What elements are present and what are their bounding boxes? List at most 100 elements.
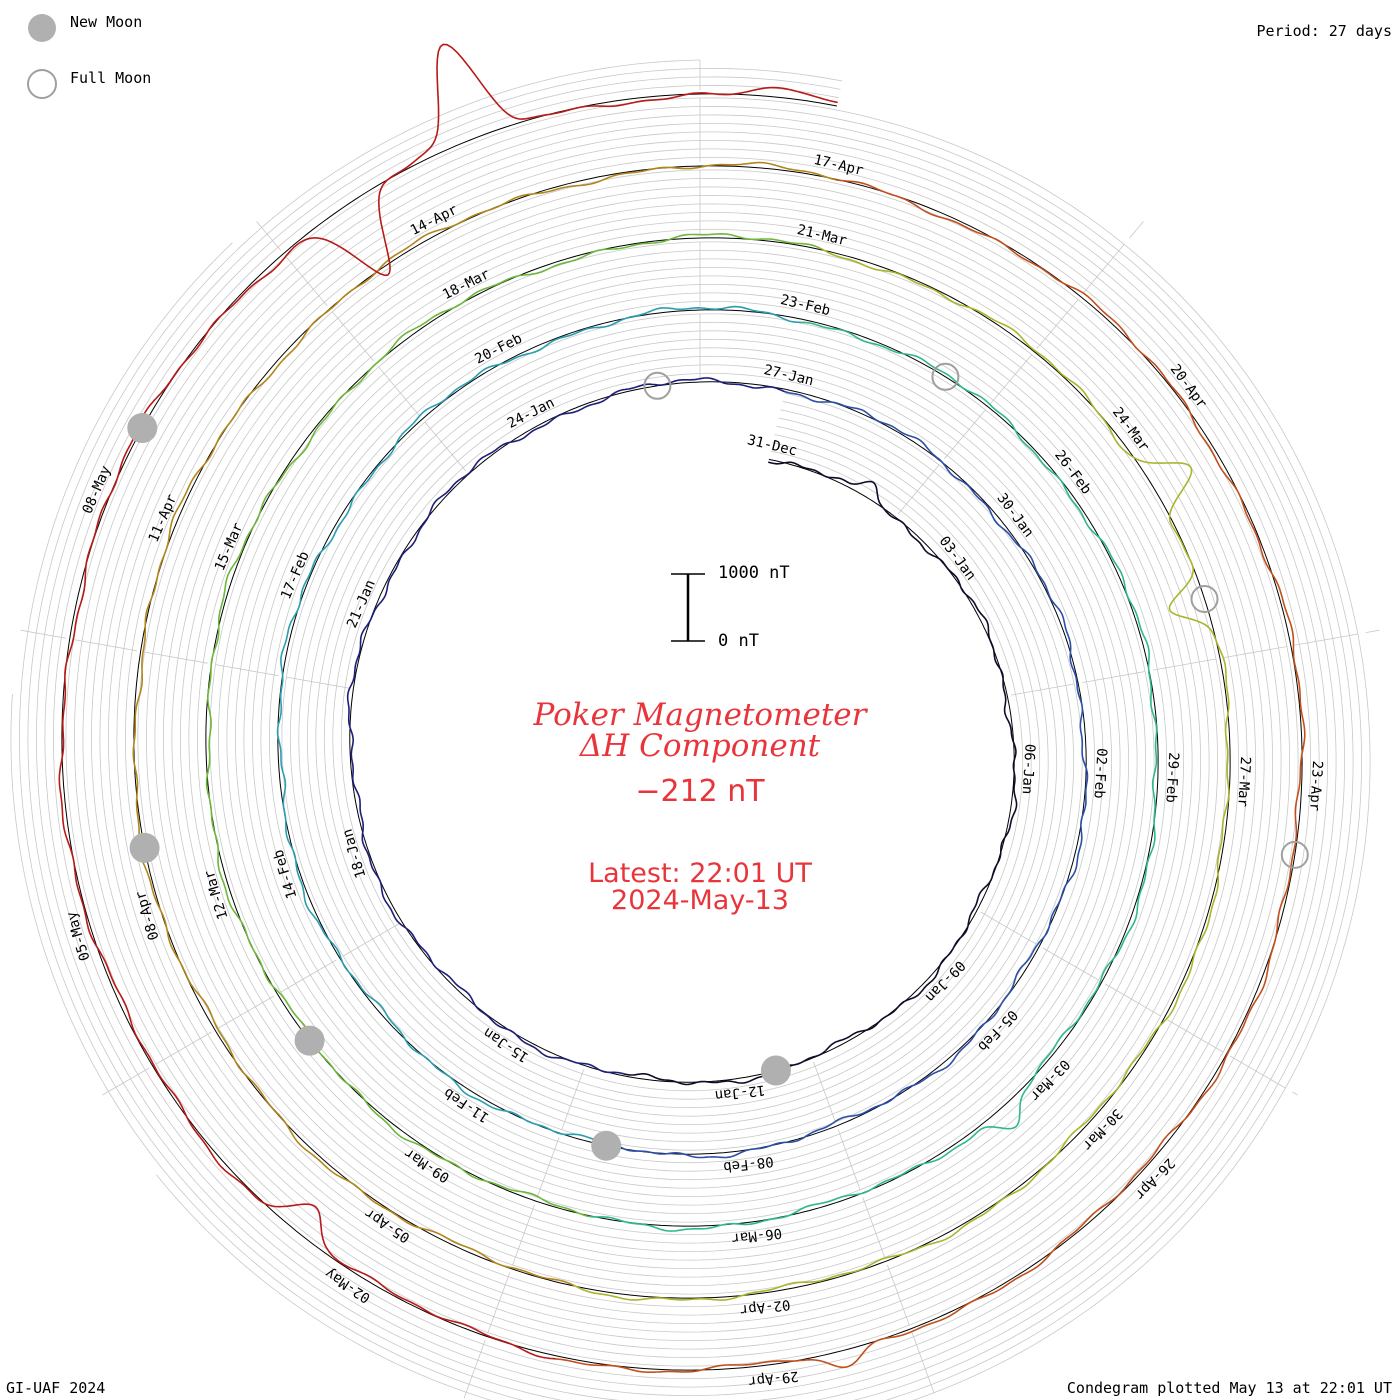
grid-radial-tick [218,995,275,1029]
date-label: 11-Feb [441,1084,492,1125]
trace-segment [276,528,338,784]
new-moon-icon [127,413,158,443]
grid-radial-tick [1036,299,1079,349]
current-value: −212 nT [635,774,765,809]
grid-radial-tick [887,1264,910,1326]
grid-radial-tick [144,651,208,664]
scale-bottom-label: 0 nT [718,631,759,651]
scale-top-label: 1000 nT [718,563,790,583]
grid-radial-tick [1292,1091,1298,1096]
grid-spiral-line [73,105,1363,1400]
trace-segment [555,1320,939,1373]
grid-spiral-line [44,76,1320,1388]
trace-segment [276,1112,574,1286]
trace-segment [282,783,390,1019]
date-label: 08-Feb [722,1153,774,1175]
trace-segment [985,503,1084,720]
grid-radial-tick [862,1197,886,1258]
full-moon-icon [643,371,672,400]
grid-radial-tick [256,221,282,251]
date-label: 27-Mar [1234,756,1253,807]
period-label: Period: 27 days [1256,22,1392,40]
trace-segment [132,452,213,797]
magnetometer-traces [58,43,1306,1373]
trace-segment [60,802,220,1165]
grid-spiral-line [18,122,1346,1400]
trace-segment [938,1067,1223,1322]
trace-segment [835,178,1153,363]
latest-date: 2024-May-13 [611,885,789,916]
trace-segment [623,1050,827,1086]
grid-radial-tick [536,1137,560,1198]
trace-segment [969,724,1018,916]
scale-bar [671,573,705,642]
trace-segment [1151,361,1302,702]
trace-segment [825,914,972,1052]
chart-title: Poker Magnetometer [533,697,867,733]
new-moon-icon [129,832,160,863]
grid-radial-tick [1223,646,1287,658]
trace-segment [1221,700,1306,1069]
plotted-timestamp: Condegram plotted May 13 at 22:01 UT [1066,1379,1392,1397]
date-label: 26-Feb [1051,447,1094,497]
grid-radial-tick [487,1272,511,1333]
date-label: 12-Jan [714,1081,766,1103]
grid-radial-tick [331,311,374,362]
date-label: 02-Apr [739,1296,791,1318]
grid-radial-tick [980,911,1037,945]
trace-segment [144,123,440,413]
grid-spiral-line [52,84,1312,1379]
date-label: 23-Apr [1306,760,1325,811]
grid-radial-tick [1129,221,1144,239]
grid-radial-tick [1229,1055,1286,1089]
date-label: 05-May [64,909,94,962]
grid-radial-tick [561,1069,585,1130]
grid-radial-tick [286,676,350,689]
grid-radial-tick [1011,683,1075,696]
trace-segment [801,321,1040,460]
grid-radial-tick [378,366,421,417]
trace-segment [217,1163,556,1360]
grid-radial-tick [813,1061,836,1123]
full-moon-legend-icon [27,69,57,99]
grid-radial-tick [911,1332,935,1393]
trace-segment [352,778,443,973]
date-label: 14-Feb [271,848,301,901]
date-label: 29-Feb [1162,752,1181,803]
trace-segment [336,351,535,530]
trace-segment [206,790,333,1067]
new-moon-icon [591,1130,622,1161]
trace-segment [387,1017,608,1143]
date-label: 21-Mar [795,222,848,249]
trace-segment [533,305,802,354]
trace-segment [205,488,273,791]
trace-segment [503,233,820,282]
trace-segment [1038,458,1154,714]
date-label: 02-May [322,1265,373,1306]
trace-segment [331,1065,590,1218]
moon-phase-markers [127,362,1309,1161]
trace-segment [1095,712,1158,992]
legend-new-moon-label: New Moon [70,13,143,31]
trace-segment [346,565,399,779]
grid-radial-tick [1294,633,1358,646]
date-label: 23-Feb [779,292,832,319]
trace-segment [880,990,1097,1185]
grid-spiral-line [35,67,1329,1397]
grid-radial-tick [1082,671,1146,683]
grid-radial-tick [1042,947,1099,981]
date-label: 27-Jan [762,362,815,389]
date-label: 06-Jan [1019,743,1038,794]
grid-spiral-line [27,59,1337,1400]
trace-segment [768,461,930,555]
trace-segment [396,414,561,567]
trace-segment [852,952,1034,1117]
credit-label: GI-UAF 2024 [6,1379,106,1397]
grid-radial-tick [280,959,337,993]
latest-time: Latest: 22:01 UT [588,858,812,889]
trace-segment [271,280,505,490]
date-label: 20-Apr [1167,361,1210,411]
trace-segment [441,970,624,1075]
trace-segment [476,161,836,216]
